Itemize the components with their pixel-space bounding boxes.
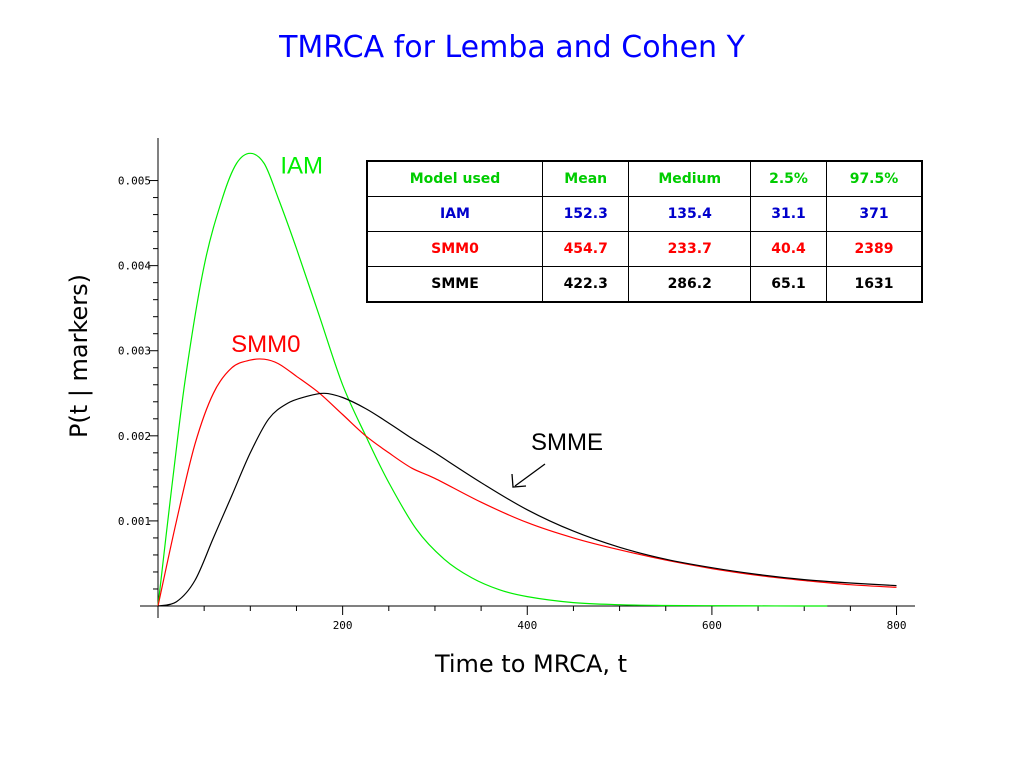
series-label-iam: IAM (280, 152, 323, 179)
y-tick-label: 0.002 (118, 430, 151, 443)
table-cell: 286.2 (628, 266, 752, 303)
y-tick-label: 0.003 (118, 345, 151, 358)
y-tick-label: 0.005 (118, 175, 151, 188)
y-axis-title: P(t | markers) (65, 274, 93, 438)
table-cell: Mean (542, 160, 630, 197)
y-tick-label: 0.004 (118, 260, 151, 273)
table-cell: 135.4 (628, 196, 752, 232)
series-line-smm0 (157, 358, 897, 607)
table-cell: 40.4 (750, 231, 827, 267)
stats-table: Model used Mean Medium 2.5% 97.5% IAM 152.3 135… (366, 160, 923, 303)
x-tick-label: 600 (702, 619, 722, 632)
y-tick-label: 0.001 (118, 515, 151, 528)
table-cell: IAM (366, 196, 544, 232)
x-tick-label: 800 (887, 619, 907, 632)
table-row: IAM 152.3 135.4 31.1 371 (366, 196, 923, 232)
series-label-smme: SMME (531, 429, 603, 456)
table-row: SMM0 454.7 233.7 40.4 2389 (366, 231, 923, 267)
table-cell: 31.1 (750, 196, 827, 232)
chart-title: TMRCA for Lemba and Cohen Y (279, 30, 745, 65)
smme-arrow-shaft (514, 463, 546, 487)
table-cell: 233.7 (628, 231, 752, 267)
x-tick-label: 200 (333, 619, 353, 632)
series-label-smm0: SMM0 (231, 331, 300, 358)
table-cell: 97.5% (825, 160, 923, 197)
table-row: SMME 422.3 286.2 65.1 1631 (366, 266, 923, 303)
table-cell: Medium (628, 160, 752, 197)
table-cell: 152.3 (542, 196, 630, 232)
table-cell: Model used (366, 160, 544, 197)
x-axis-title: Time to MRCA, t (434, 650, 627, 678)
axes: 200 400 600 800 0.001 0.002 0.003 0.004 0.005 (118, 138, 915, 632)
table-cell: SMM0 (366, 231, 544, 267)
table-cell: 2.5% (750, 160, 827, 197)
series-lines (157, 152, 897, 607)
table-cell: 65.1 (750, 266, 827, 303)
table-row: Model used Mean Medium 2.5% 97.5% (366, 160, 923, 197)
table-cell: 2389 (825, 231, 923, 267)
table-cell: 454.7 (542, 231, 630, 267)
smme-arrow-head (511, 473, 527, 488)
table-cell: 1631 (825, 266, 923, 303)
table-cell: 422.3 (542, 266, 630, 303)
series-line-smme (157, 392, 897, 607)
table-cell: SMME (366, 266, 544, 303)
x-tick-label: 400 (517, 619, 537, 632)
table-cell: 371 (825, 196, 923, 232)
